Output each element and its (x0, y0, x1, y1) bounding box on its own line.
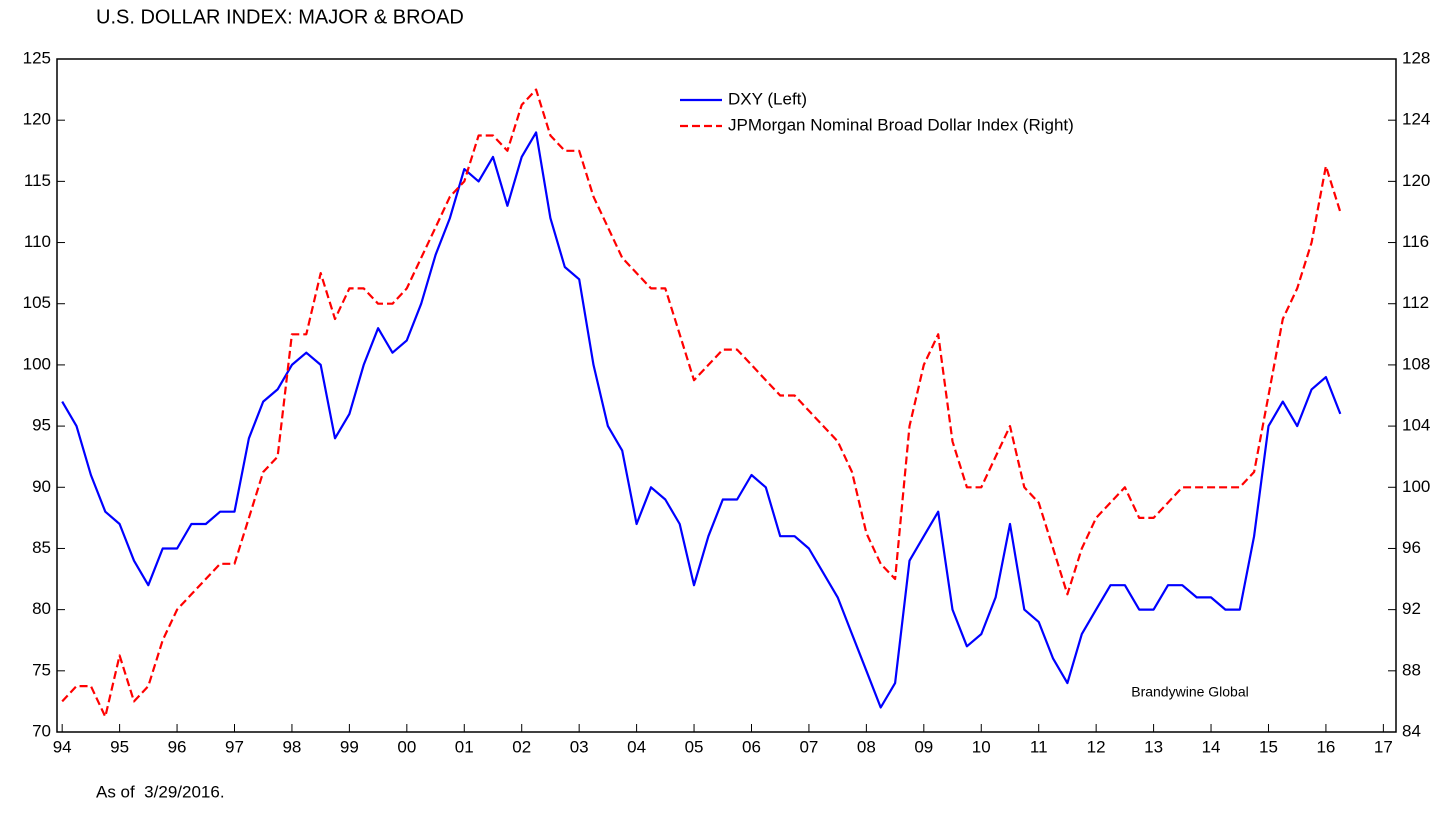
x-tick-label: 96 (168, 737, 187, 756)
y2-tick-label: 128 (1402, 48, 1430, 67)
y-tick-label: 105 (23, 293, 51, 312)
y2-tick-label: 108 (1402, 354, 1430, 373)
y-tick-label: 120 (23, 110, 51, 129)
y-tick-label: 70 (32, 721, 51, 740)
series-line (61, 131, 1342, 709)
x-tick-label: 06 (742, 737, 761, 756)
y-tick-label: 80 (32, 599, 51, 618)
x-tick-label: 01 (455, 737, 474, 756)
x-tick-label: 03 (570, 737, 589, 756)
y2-tick-label: 124 (1402, 110, 1430, 129)
x-tick-label: 99 (340, 737, 359, 756)
x-tick-label: 00 (397, 737, 416, 756)
chart-title: U.S. DOLLAR INDEX: MAJOR & BROAD (96, 6, 464, 28)
annotation: Brandywine Global (1131, 684, 1249, 700)
y2-tick-label: 120 (1402, 171, 1430, 190)
x-tick-label: 12 (1087, 737, 1106, 756)
y2-tick-label: 96 (1402, 538, 1421, 557)
x-tick-label: 05 (685, 737, 704, 756)
x-tick-label: 13 (1144, 737, 1163, 756)
footnote: As of 3/29/2016. (96, 782, 225, 801)
y2-tick-label: 84 (1402, 721, 1421, 740)
y2-tick-label: 104 (1402, 416, 1430, 435)
x-tick-label: 08 (857, 737, 876, 756)
legend-label: DXY (Left) (728, 89, 807, 108)
series-line (61, 88, 1342, 718)
x-tick-label: 07 (799, 737, 818, 756)
x-tick-label: 16 (1316, 737, 1335, 756)
x-tick-label: 14 (1202, 737, 1221, 756)
y2-tick-label: 88 (1402, 660, 1421, 679)
x-tick-label: 10 (972, 737, 991, 756)
y2-tick-label: 112 (1402, 293, 1429, 312)
x-tick-label: 98 (282, 737, 301, 756)
legend-label: JPMorgan Nominal Broad Dollar Index (Rig… (728, 115, 1074, 134)
y-tick-label: 90 (32, 477, 51, 496)
y2-tick-label: 92 (1402, 599, 1421, 618)
x-tick-label: 11 (1030, 737, 1048, 756)
x-tick-label: 95 (110, 737, 129, 756)
y2-tick-label: 116 (1402, 232, 1429, 251)
x-tick-label: 97 (225, 737, 244, 756)
x-tick-label: 15 (1259, 737, 1278, 756)
x-tick-label: 94 (53, 737, 72, 756)
y-tick-label: 115 (24, 171, 51, 190)
y-tick-label: 100 (23, 354, 51, 373)
y2-tick-label: 100 (1402, 477, 1430, 496)
x-tick-label: 17 (1374, 737, 1393, 756)
y-tick-label: 75 (32, 660, 51, 679)
x-tick-label: 04 (627, 737, 646, 756)
plot-frame (56, 58, 1397, 733)
x-tick-label: 09 (914, 737, 933, 756)
y-tick-label: 110 (24, 232, 51, 251)
y-tick-label: 85 (32, 538, 51, 557)
y-tick-label: 95 (32, 416, 51, 435)
y-tick-label: 125 (23, 48, 51, 67)
x-tick-label: 02 (512, 737, 531, 756)
